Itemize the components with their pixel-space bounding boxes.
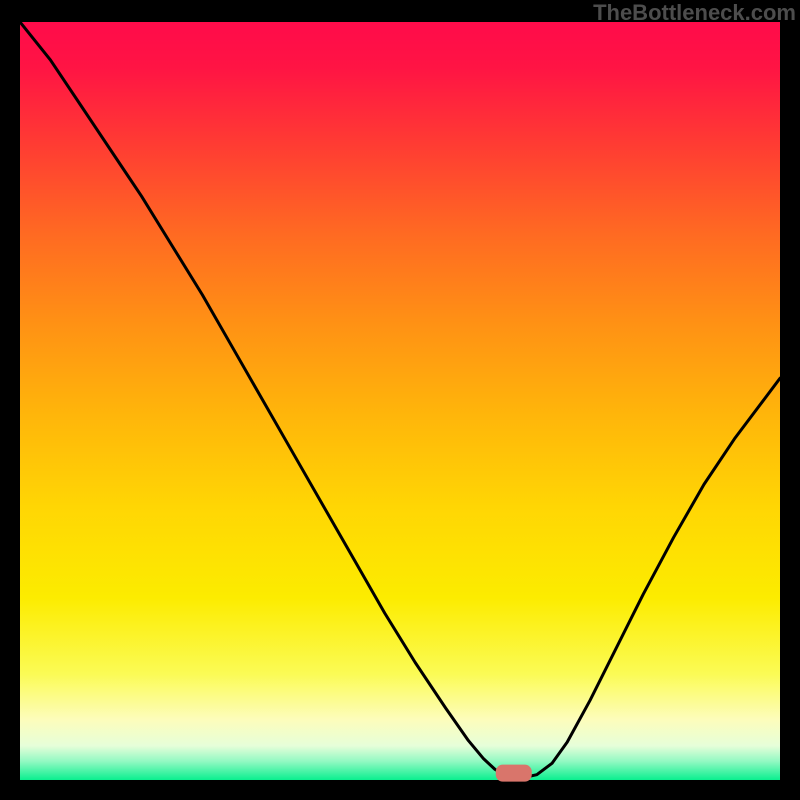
bottleneck-curve xyxy=(20,22,780,780)
plot-area xyxy=(20,22,780,780)
optimal-point-marker xyxy=(496,765,532,782)
chart-container: TheBottleneck.com xyxy=(0,0,800,800)
